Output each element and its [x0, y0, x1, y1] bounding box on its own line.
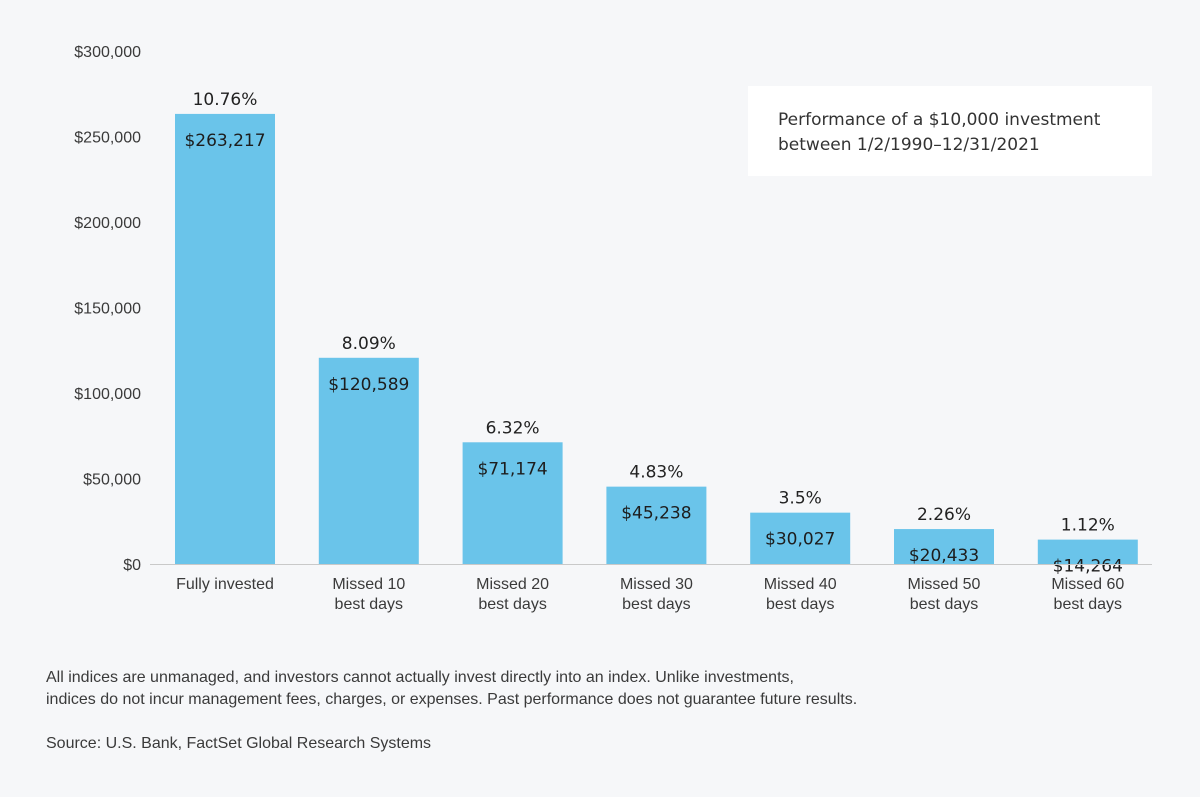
- y-tick-label: $150,000: [74, 301, 141, 318]
- value-label: $20,433: [909, 546, 979, 566]
- value-label: $120,589: [328, 375, 409, 395]
- x-tick-label: best days: [478, 596, 546, 613]
- y-tick-label: $300,000: [74, 44, 141, 61]
- bars: 10.76% $263,217 8.09% $120,589 6.32% $71,174 4…: [175, 90, 1138, 577]
- value-label: $45,238: [621, 504, 691, 524]
- x-tick-label: best days: [1054, 596, 1122, 613]
- x-axis: Fully invested Missed 10 best days Missed 2…: [150, 564, 1152, 613]
- bar-chart: $0 $50,000 $100,000 $150,000 $200,000 $250,00…: [74, 44, 1152, 613]
- info-box-line-1: Performance of a $10,000 investment: [778, 110, 1101, 130]
- y-tick-label: $50,000: [83, 472, 141, 489]
- source-note: Source: U.S. Bank, FactSet Global Resear…: [46, 735, 432, 752]
- bar: [750, 512, 851, 564]
- percent-label: 1.12%: [1061, 516, 1115, 536]
- y-axis: $0 $50,000 $100,000 $150,000 $200,000 $250,00…: [74, 44, 141, 574]
- x-tick-label: Missed 50: [908, 576, 981, 593]
- percent-label: 6.32%: [486, 418, 540, 438]
- value-label: $263,217: [184, 131, 265, 151]
- bar: [462, 442, 563, 564]
- percent-label: 2.26%: [917, 505, 971, 525]
- footnote: All indices are unmanaged, and investors…: [46, 667, 1146, 711]
- value-label: $71,174: [477, 459, 547, 479]
- bar: [894, 529, 994, 564]
- bar: [175, 113, 275, 565]
- percent-label: 4.83%: [629, 463, 683, 483]
- y-tick-label: $250,000: [74, 130, 141, 147]
- percent-label: 3.5%: [779, 489, 822, 509]
- x-tick-label: Missed 60: [1051, 576, 1124, 593]
- value-label: $14,264: [1053, 557, 1123, 577]
- x-tick-label: Fully invested: [176, 576, 274, 593]
- x-tick-label: Missed 40: [764, 576, 837, 593]
- percent-label: 10.76%: [193, 90, 258, 110]
- bar: [1037, 539, 1138, 564]
- chart-info-box: Performance of a $10,000 investment betw…: [748, 86, 1152, 176]
- bar: [606, 486, 707, 564]
- x-tick-label: best days: [910, 596, 978, 613]
- x-tick-label: best days: [622, 596, 690, 613]
- y-tick-label: $0: [123, 557, 141, 574]
- x-tick-label: Missed 10: [332, 576, 405, 593]
- x-tick-label: Missed 30: [620, 576, 693, 593]
- footnote-line-2: indices do not incur management fees, ch…: [46, 691, 858, 708]
- value-label: $30,027: [765, 530, 835, 550]
- info-box-line-2: between 1/2/1990–12/31/2021: [778, 135, 1040, 155]
- y-tick-label: $200,000: [74, 215, 141, 232]
- y-tick-label: $100,000: [74, 386, 141, 403]
- x-tick-label: best days: [766, 596, 834, 613]
- x-tick-label: Missed 20: [476, 576, 549, 593]
- x-tick-label: best days: [335, 596, 403, 613]
- percent-label: 8.09%: [342, 334, 396, 354]
- footnote-line-1: All indices are unmanaged, and investors…: [46, 669, 794, 686]
- bar: [318, 357, 419, 564]
